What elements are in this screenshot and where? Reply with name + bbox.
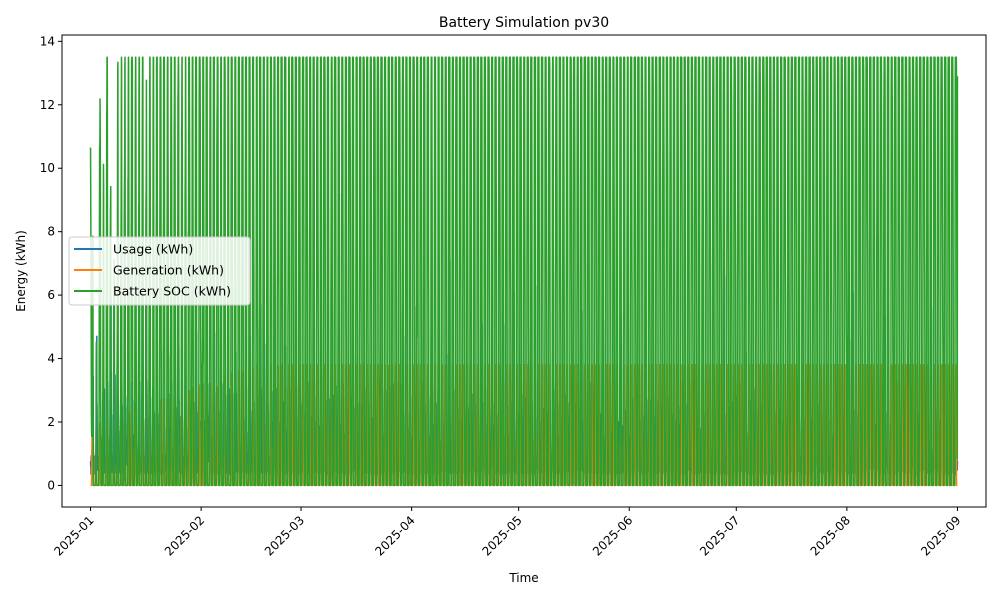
y-tick-label: 6 [47,288,55,302]
y-axis: 0 2 4 6 8 10 12 14 [40,34,62,492]
y-tick-label: 14 [40,34,55,48]
series-line-battery-soc [89,56,959,487]
y-tick-label: 8 [47,225,55,239]
x-axis-title: Time [508,571,538,585]
chart-title: Battery Simulation pv30 [439,15,609,31]
y-tick-label: 10 [40,161,55,175]
legend-label-battery-soc: Battery SOC (kWh) [113,284,231,299]
series-layer [89,56,959,487]
legend-label-usage: Usage (kWh) [113,242,193,257]
legend-label-generation: Generation (kWh) [113,263,224,278]
plot-area [61,34,987,508]
y-tick-label: 0 [47,478,55,492]
y-tick-label: 4 [47,352,55,366]
legend-box [68,236,251,306]
y-axis-title: Energy (kWh) [14,230,28,312]
y-tick-label: 12 [40,98,55,112]
legend: Usage (kWh) Generation (kWh) Battery SOC (… [68,236,251,306]
y-tick-label: 2 [47,415,55,429]
